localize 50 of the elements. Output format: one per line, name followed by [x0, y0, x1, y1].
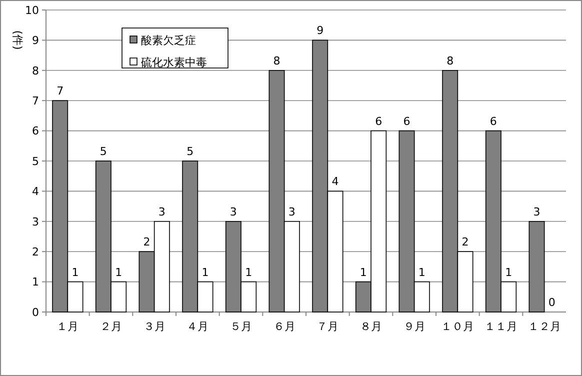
- data-label: 3: [533, 205, 540, 218]
- data-label: 1: [202, 266, 209, 279]
- y-tick-label: 4: [32, 185, 39, 198]
- y-tick-label: 0: [32, 306, 39, 319]
- x-tick-label: ９月: [403, 320, 426, 333]
- y-tick-label: 9: [32, 34, 39, 48]
- data-label: 7: [56, 84, 64, 98]
- data-label: 6: [403, 114, 410, 128]
- y-axis-title: (件): [11, 30, 24, 50]
- x-tick-label: ２月: [100, 320, 122, 333]
- x-tick-label: １１月: [484, 320, 518, 333]
- y-tick-label: 7: [32, 94, 39, 108]
- x-tick-label: ８月: [360, 320, 382, 333]
- data-label: 1: [115, 266, 122, 279]
- x-tick-label: １２月: [528, 320, 561, 333]
- x-tick-label: ４月: [186, 320, 209, 333]
- data-label: 3: [288, 205, 296, 218]
- data-label: 8: [446, 54, 454, 68]
- x-tick-label: ７月: [316, 320, 339, 333]
- data-label: 0: [548, 296, 556, 309]
- x-tick-label: ３月: [143, 320, 166, 333]
- y-tick-label: 3: [32, 215, 39, 228]
- x-tick-label: １０月: [441, 320, 474, 333]
- legend-label: 酸素欠乏症: [141, 34, 196, 47]
- data-label: 1: [505, 266, 512, 279]
- data-label: 2: [143, 236, 150, 249]
- data-label: 8: [273, 54, 280, 68]
- y-tick-label: 6: [32, 124, 39, 138]
- data-label: 1: [418, 266, 426, 279]
- data-label: 3: [158, 205, 166, 218]
- x-tick-label: ５月: [230, 320, 252, 333]
- legend-label: 硫化水素中毒: [141, 56, 207, 69]
- y-tick-label: 10: [25, 4, 39, 17]
- y-tick-label: 5: [32, 154, 39, 168]
- x-tick-label: ６月: [273, 320, 296, 333]
- data-label: 4: [332, 175, 339, 188]
- data-label: 2: [462, 236, 469, 249]
- data-label: 6: [375, 114, 382, 128]
- data-label: 1: [360, 266, 367, 279]
- y-tick-label: 1: [32, 276, 39, 289]
- data-label: 6: [490, 114, 497, 128]
- y-tick-label: 8: [32, 64, 39, 78]
- data-label: 5: [186, 145, 194, 158]
- y-tick-label: 2: [32, 245, 39, 258]
- data-label: 1: [245, 266, 252, 279]
- data-label: 1: [72, 266, 79, 279]
- data-label: 3: [230, 205, 237, 218]
- data-label: 5: [100, 145, 107, 158]
- x-tick-label: １月: [56, 320, 79, 333]
- data-label: 9: [316, 24, 324, 38]
